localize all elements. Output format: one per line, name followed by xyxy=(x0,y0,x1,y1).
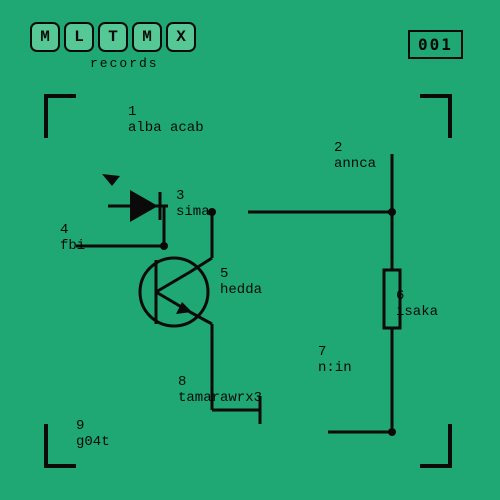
track-item: 5hedda xyxy=(220,266,262,298)
track-name: fbi xyxy=(60,238,85,254)
track-item: 2annca xyxy=(334,140,376,172)
track-item: 7n:in xyxy=(318,344,352,376)
track-name: alba acab xyxy=(128,120,204,136)
track-number: 4 xyxy=(60,222,85,238)
track-number: 8 xyxy=(178,374,262,390)
track-name: tamarawrx3 xyxy=(178,390,262,406)
track-name: hedda xyxy=(220,282,262,298)
track-item: 1alba acab xyxy=(128,104,204,136)
track-number: 7 xyxy=(318,344,352,360)
track-name: annca xyxy=(334,156,376,172)
track-number: 3 xyxy=(176,188,210,204)
track-item: 9g04t xyxy=(76,418,110,450)
track-name: isaka xyxy=(396,304,438,320)
track-name: n:in xyxy=(318,360,352,376)
track-number: 5 xyxy=(220,266,262,282)
track-item: 8tamarawrx3 xyxy=(178,374,262,406)
track-item: 4fbi xyxy=(60,222,85,254)
track-number: 1 xyxy=(128,104,204,120)
track-number: 6 xyxy=(396,288,438,304)
track-number: 2 xyxy=(334,140,376,156)
track-number: 9 xyxy=(76,418,110,434)
album-cover: MLTMX records 001 1alba acab2annca3sima4… xyxy=(0,0,500,500)
track-item: 6isaka xyxy=(396,288,438,320)
track-name: sima xyxy=(176,204,210,220)
track-name: g04t xyxy=(76,434,110,450)
track-item: 3sima xyxy=(176,188,210,220)
